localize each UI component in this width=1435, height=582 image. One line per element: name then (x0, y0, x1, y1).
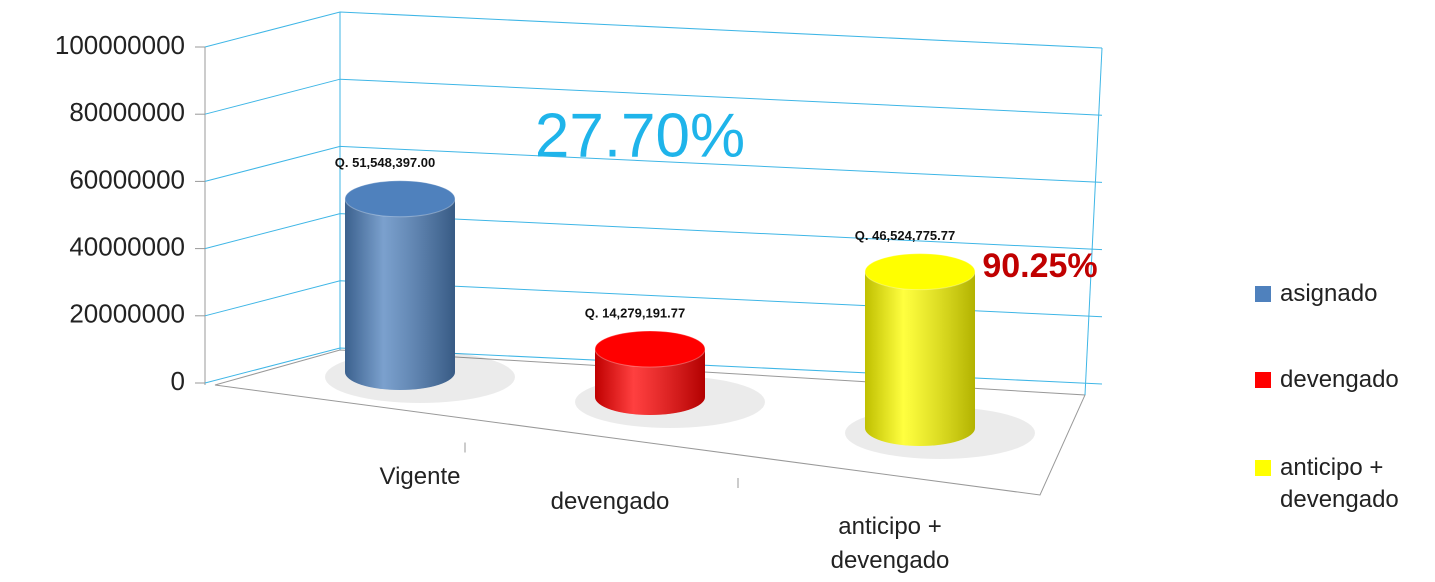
x-tick-label: Vigente (379, 463, 461, 490)
y-tick-label: 60000000 (69, 164, 185, 194)
legend-label: asignado (1280, 280, 1378, 307)
bar-shade (595, 349, 705, 415)
legend-label: devengado (1280, 366, 1399, 393)
x-tick-label: anticipo + devengado (830, 513, 950, 574)
legend-swatch (1255, 460, 1271, 476)
y-tick-label: 20000000 (69, 299, 185, 329)
annotation: 90.25% (982, 247, 1097, 285)
x-tick-label: devengado (550, 488, 670, 515)
data-label: Q. 46,524,775.77 (855, 228, 955, 243)
y-tick-label: 0 (171, 366, 185, 396)
bar-top (594, 330, 706, 368)
wall-edge (1084, 47, 1103, 396)
bar-top (864, 253, 976, 291)
data-label: Q. 14,279,191.77 (585, 305, 685, 320)
bar-shade (345, 198, 455, 390)
bar (594, 330, 706, 415)
legend-label: anticipo + devengado (1280, 454, 1399, 513)
y-tick-label: 80000000 (69, 97, 185, 127)
y-tick-label: 100000000 (55, 30, 185, 60)
annotation: 27.70% (535, 101, 745, 170)
data-label: Q. 51,548,397.00 (335, 155, 435, 170)
bar-shade (865, 271, 975, 446)
legend-swatch (1255, 372, 1271, 388)
bar (864, 253, 976, 446)
bar (344, 180, 456, 390)
bar-top (344, 180, 456, 218)
legend-swatch (1255, 286, 1271, 302)
y-tick-label: 40000000 (69, 231, 185, 261)
